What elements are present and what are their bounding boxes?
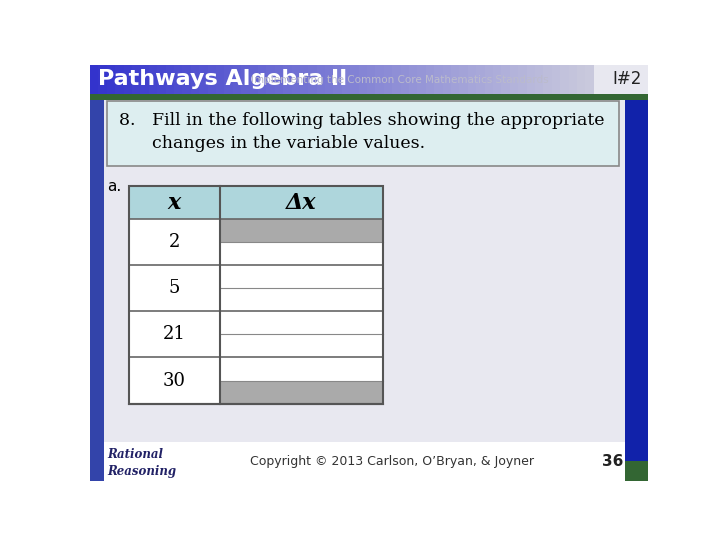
Bar xyxy=(434,65,444,94)
Bar xyxy=(367,65,377,94)
Text: 21: 21 xyxy=(163,325,186,343)
Bar xyxy=(585,65,595,94)
Bar xyxy=(535,65,544,94)
Bar xyxy=(220,381,383,403)
Bar xyxy=(560,65,570,94)
Bar xyxy=(468,65,477,94)
Bar xyxy=(400,65,410,94)
Bar xyxy=(350,65,359,94)
Bar xyxy=(359,65,368,94)
Bar xyxy=(124,65,132,94)
Text: 36: 36 xyxy=(603,454,624,469)
Bar xyxy=(625,65,648,481)
Bar xyxy=(485,65,494,94)
Bar xyxy=(174,65,183,94)
Bar xyxy=(333,65,343,94)
Bar xyxy=(225,65,233,94)
Bar xyxy=(90,65,104,481)
Text: 8.   Fill in the following tables showing the appropriate: 8. Fill in the following tables showing … xyxy=(120,112,605,129)
Bar xyxy=(317,65,326,94)
Bar xyxy=(191,65,200,94)
Bar xyxy=(342,65,351,94)
Bar xyxy=(426,65,435,94)
Bar xyxy=(132,65,141,94)
Bar xyxy=(220,334,383,357)
Bar xyxy=(392,65,402,94)
Bar xyxy=(250,65,258,94)
Bar xyxy=(104,442,625,481)
Bar xyxy=(129,186,383,403)
Text: Δx: Δx xyxy=(287,192,317,214)
Bar xyxy=(220,357,383,381)
Bar xyxy=(266,65,276,94)
Text: Rational
Reasoning: Rational Reasoning xyxy=(107,448,176,478)
Bar xyxy=(275,65,284,94)
Bar xyxy=(292,65,301,94)
Bar xyxy=(594,65,648,94)
Bar xyxy=(99,65,107,94)
Text: 2: 2 xyxy=(168,233,180,251)
Bar xyxy=(300,65,309,94)
Bar xyxy=(476,65,485,94)
Bar xyxy=(220,219,383,242)
Text: x: x xyxy=(168,192,181,214)
Bar xyxy=(216,65,225,94)
Bar xyxy=(115,65,125,94)
Bar xyxy=(90,65,99,94)
Text: Pathways Algebra II: Pathways Algebra II xyxy=(98,70,347,90)
Bar xyxy=(241,65,251,94)
Bar xyxy=(233,65,242,94)
Bar xyxy=(220,311,383,334)
Bar xyxy=(220,265,383,288)
Text: 5: 5 xyxy=(168,279,180,297)
Bar xyxy=(207,65,217,94)
Bar xyxy=(384,65,393,94)
Bar xyxy=(283,65,292,94)
Bar xyxy=(140,65,150,94)
Text: Copyright © 2013 Carlson, O’Bryan, & Joyner: Copyright © 2013 Carlson, O’Bryan, & Joy… xyxy=(251,455,534,468)
Bar xyxy=(409,65,418,94)
Bar xyxy=(166,65,175,94)
Bar xyxy=(129,186,383,219)
Bar xyxy=(544,65,552,94)
Text: Implementing the Common Core Mathematics Standards: Implementing the Common Core Mathematics… xyxy=(251,75,549,85)
Bar xyxy=(418,65,427,94)
Text: changes in the variable values.: changes in the variable values. xyxy=(120,135,426,152)
Bar xyxy=(107,101,618,166)
Bar xyxy=(375,65,384,94)
Text: a.: a. xyxy=(107,179,121,194)
Bar xyxy=(325,65,334,94)
Text: I#2: I#2 xyxy=(613,70,642,89)
Bar xyxy=(625,442,648,481)
Bar xyxy=(308,65,318,94)
Bar xyxy=(220,242,383,265)
Bar xyxy=(577,65,586,94)
Bar xyxy=(526,65,536,94)
Text: 30: 30 xyxy=(163,372,186,389)
Bar xyxy=(129,186,383,403)
Bar xyxy=(625,461,648,481)
Bar xyxy=(149,65,158,94)
Bar xyxy=(459,65,469,94)
Bar xyxy=(199,65,208,94)
Bar xyxy=(258,65,267,94)
Bar xyxy=(157,65,166,94)
Bar xyxy=(518,65,527,94)
Bar xyxy=(107,65,116,94)
Bar xyxy=(569,65,577,94)
Bar xyxy=(90,94,648,100)
Bar xyxy=(552,65,561,94)
Bar xyxy=(220,288,383,311)
Bar xyxy=(510,65,519,94)
Bar xyxy=(451,65,460,94)
Bar xyxy=(443,65,451,94)
Bar xyxy=(493,65,502,94)
Bar xyxy=(182,65,192,94)
Bar xyxy=(501,65,510,94)
